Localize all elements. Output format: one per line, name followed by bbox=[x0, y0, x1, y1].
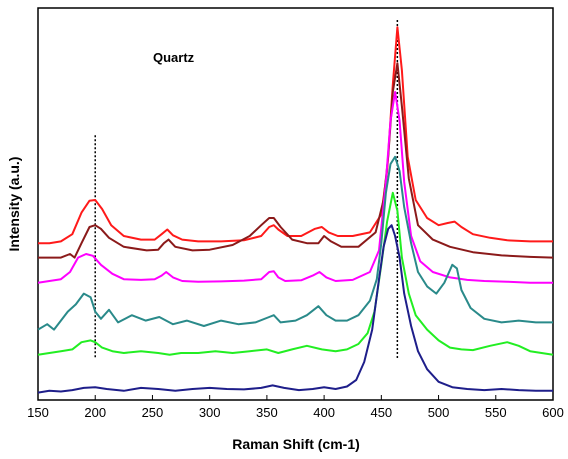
x-tick-label: 150 bbox=[27, 405, 49, 420]
x-axis-ticks: 150 200 250 300 350 400 450 500 550 600 bbox=[27, 395, 564, 420]
spectrum-line bbox=[37, 91, 553, 284]
spectrum-line bbox=[38, 26, 553, 245]
plot-area bbox=[37, 7, 554, 401]
x-tick-label: 550 bbox=[485, 405, 507, 420]
reference-lines bbox=[94, 20, 399, 359]
chart-annotation: Quartz bbox=[153, 50, 195, 65]
x-tick-label: 400 bbox=[313, 405, 335, 420]
x-tick-label: 350 bbox=[256, 405, 278, 420]
x-tick-label: 300 bbox=[199, 405, 221, 420]
x-tick-label: 250 bbox=[142, 405, 164, 420]
x-tick-label: 600 bbox=[542, 405, 564, 420]
y-axis-title: Intensity (a.u.) bbox=[6, 157, 22, 252]
spectrum-line bbox=[37, 155, 553, 331]
spectrum-line bbox=[37, 224, 553, 394]
x-tick-label: 200 bbox=[84, 405, 106, 420]
spectrum-line bbox=[37, 191, 554, 356]
x-tick-label: 450 bbox=[370, 405, 392, 420]
x-tick-label: 500 bbox=[428, 405, 450, 420]
x-axis-title: Raman Shift (cm-1) bbox=[232, 436, 360, 452]
series-group bbox=[37, 26, 554, 394]
spectrum-line bbox=[38, 62, 554, 259]
